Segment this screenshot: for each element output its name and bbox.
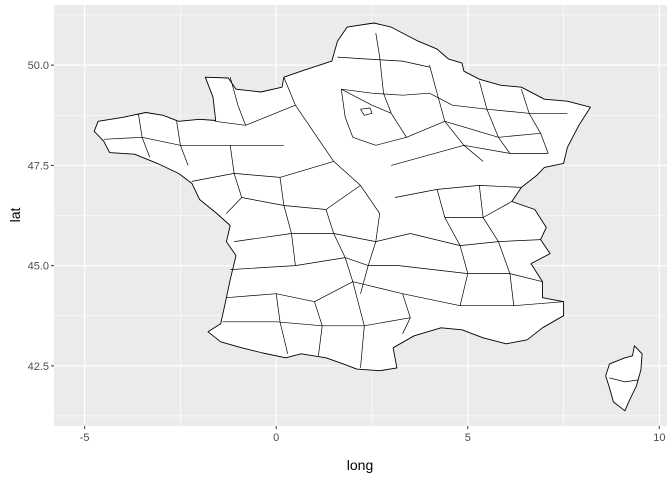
department-border xyxy=(352,281,365,368)
department-border xyxy=(360,107,373,116)
departments-layer xyxy=(93,22,643,412)
department-border xyxy=(406,120,541,138)
department-border xyxy=(398,265,543,283)
department-border xyxy=(375,33,392,114)
y-axis-ticks: 42.5 45.0 47.5 50.0 xyxy=(28,60,54,373)
y-axis-title: lat xyxy=(7,208,23,223)
department-border xyxy=(226,185,361,214)
corsica xyxy=(605,345,643,412)
mainland-france xyxy=(93,22,591,372)
department-border xyxy=(314,301,323,356)
y-tick-label: 42.5 xyxy=(28,361,49,373)
department-border xyxy=(341,88,430,96)
department-border xyxy=(337,56,430,68)
x-tick-label: -5 xyxy=(80,432,90,444)
department-border xyxy=(275,293,289,354)
x-tick-label: 0 xyxy=(273,432,279,444)
department-border xyxy=(103,136,284,146)
department-border xyxy=(521,89,549,154)
department-border xyxy=(234,233,411,242)
department-border xyxy=(391,144,549,166)
y-tick-label: 50.0 xyxy=(28,60,49,72)
department-border xyxy=(609,377,639,383)
department-border xyxy=(444,201,512,218)
x-axis-title: long xyxy=(347,457,373,473)
department-border xyxy=(360,213,381,294)
x-axis-ticks: -5 0 5 10 xyxy=(80,426,665,444)
department-border xyxy=(283,77,380,214)
x-tick-label: 10 xyxy=(653,432,665,444)
department-border xyxy=(229,77,246,126)
department-border xyxy=(279,177,296,266)
department-border xyxy=(230,257,399,270)
department-border xyxy=(325,209,354,282)
department-border xyxy=(340,88,407,146)
x-tick-label: 5 xyxy=(465,432,471,444)
department-border xyxy=(478,81,511,154)
department-border xyxy=(402,293,564,307)
department-border xyxy=(410,233,541,246)
department-border xyxy=(402,293,411,334)
y-tick-label: 47.5 xyxy=(28,160,49,172)
department-border xyxy=(429,92,568,114)
y-tick-label: 45.0 xyxy=(28,261,49,273)
department-border xyxy=(394,185,522,198)
department-border xyxy=(191,161,334,182)
